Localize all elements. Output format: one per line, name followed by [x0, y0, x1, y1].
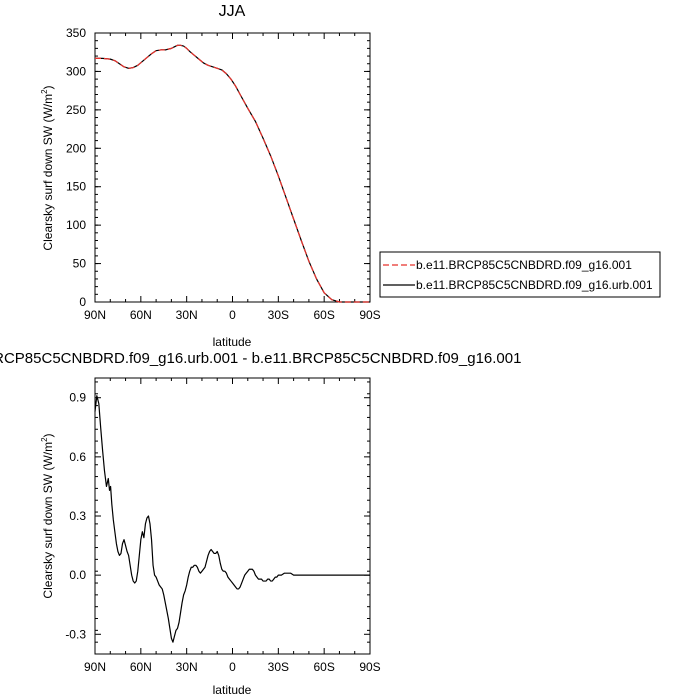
top-plot-series [95, 44, 370, 303]
bottom-y-axis-label-end: ) [41, 433, 55, 437]
bottom-y-tick-labels: -0.3 0.0 0.3 0.6 0.9 [65, 391, 86, 642]
top-y-tick-label: 250 [66, 103, 86, 117]
top-x-tick-label: 30S [268, 308, 289, 322]
top-x-tick-label: 60S [313, 308, 334, 322]
bottom-y-tick-label: 0.9 [69, 391, 86, 405]
bottom-x-tick-label: 0 [229, 660, 236, 674]
top-y-tick-label: 0 [79, 295, 86, 309]
bottom-x-tick-label: 30N [176, 660, 198, 674]
top-plot-frame [94, 32, 371, 303]
top-y-tick-label: 200 [66, 141, 86, 155]
bottom-plot-ticks [94, 378, 371, 655]
bottom-y-tick-label: 0.0 [69, 568, 86, 582]
bottom-x-tick-label: 60N [130, 660, 152, 674]
top-y-axis-label-sup: 2 [40, 89, 49, 94]
top-series-line-0 [95, 44, 370, 303]
top-y-tick-label: 100 [66, 218, 86, 232]
top-y-tick-label: 50 [73, 257, 87, 271]
top-series-line-1 [95, 44, 370, 303]
bottom-y-tick-label: 0.3 [69, 509, 86, 523]
top-x-tick-label: 90S [359, 308, 380, 322]
bottom-x-tick-label: 60S [313, 660, 334, 674]
bottom-y-axis-label-sup: 2 [40, 437, 49, 442]
bottom-y-axis-label: Clearsky surf down SW (W/m2) [40, 433, 55, 598]
bottom-x-tick-label: 90N [84, 660, 106, 674]
top-panel-title: JJA [219, 3, 246, 20]
bottom-x-axis-label: latitude [213, 683, 252, 697]
bottom-y-axis-label-main: Clearsky surf down SW (W/m [41, 442, 55, 599]
top-legend: b.e11.BRCP85C5CNBDRD.f09_g16.001 b.e11.B… [379, 251, 661, 298]
bottom-plot-frame [94, 377, 371, 655]
bottom-x-tick-label: 30S [268, 660, 289, 674]
top-x-tick-labels: 90N 60N 30N 0 30S 60S 90S [84, 308, 381, 322]
top-y-tick-labels: 0 50 100 150 200 250 300 350 [66, 26, 86, 309]
top-x-tick-label: 30N [176, 308, 198, 322]
top-x-tick-label: 90N [84, 308, 106, 322]
top-x-axis-label: latitude [213, 335, 252, 349]
top-y-axis-label-main: Clearsky surf down SW (W/m [41, 94, 55, 251]
top-y-axis-label-end: ) [41, 85, 55, 89]
top-x-tick-label: 0 [229, 308, 236, 322]
bottom-panel-title: b.e11.BRCP85C5CNBDRD.f09_g16.urb.001 - b… [0, 350, 521, 367]
top-panel: JJA 90N 60N 30N 0 30S 60S 90S 0 50 100 150 200 250 3… [40, 3, 661, 349]
bottom-x-tick-label: 90S [359, 660, 380, 674]
top-x-tick-label: 60N [130, 308, 152, 322]
bottom-y-tick-label: 0.6 [69, 450, 86, 464]
bottom-plot-series [94, 395, 370, 643]
legend-label-0: b.e11.BRCP85C5CNBDRD.f09_g16.001 [416, 258, 632, 272]
bottom-series-line-0 [94, 395, 370, 643]
legend-box [379, 251, 661, 298]
top-plot-ticks [94, 32, 371, 303]
bottom-x-tick-labels: 90N 60N 30N 0 30S 60S 90S [84, 660, 381, 674]
top-y-axis-label: Clearsky surf down SW (W/m2) [40, 85, 55, 250]
bottom-panel: b.e11.BRCP85C5CNBDRD.f09_g16.urb.001 - b… [0, 350, 521, 697]
legend-label-1: b.e11.BRCP85C5CNBDRD.f09_g16.urb.001 [416, 278, 653, 292]
top-y-tick-label: 350 [66, 26, 86, 40]
top-y-tick-label: 300 [66, 64, 86, 78]
top-y-tick-label: 150 [66, 180, 86, 194]
bottom-y-tick-label: -0.3 [65, 627, 86, 641]
